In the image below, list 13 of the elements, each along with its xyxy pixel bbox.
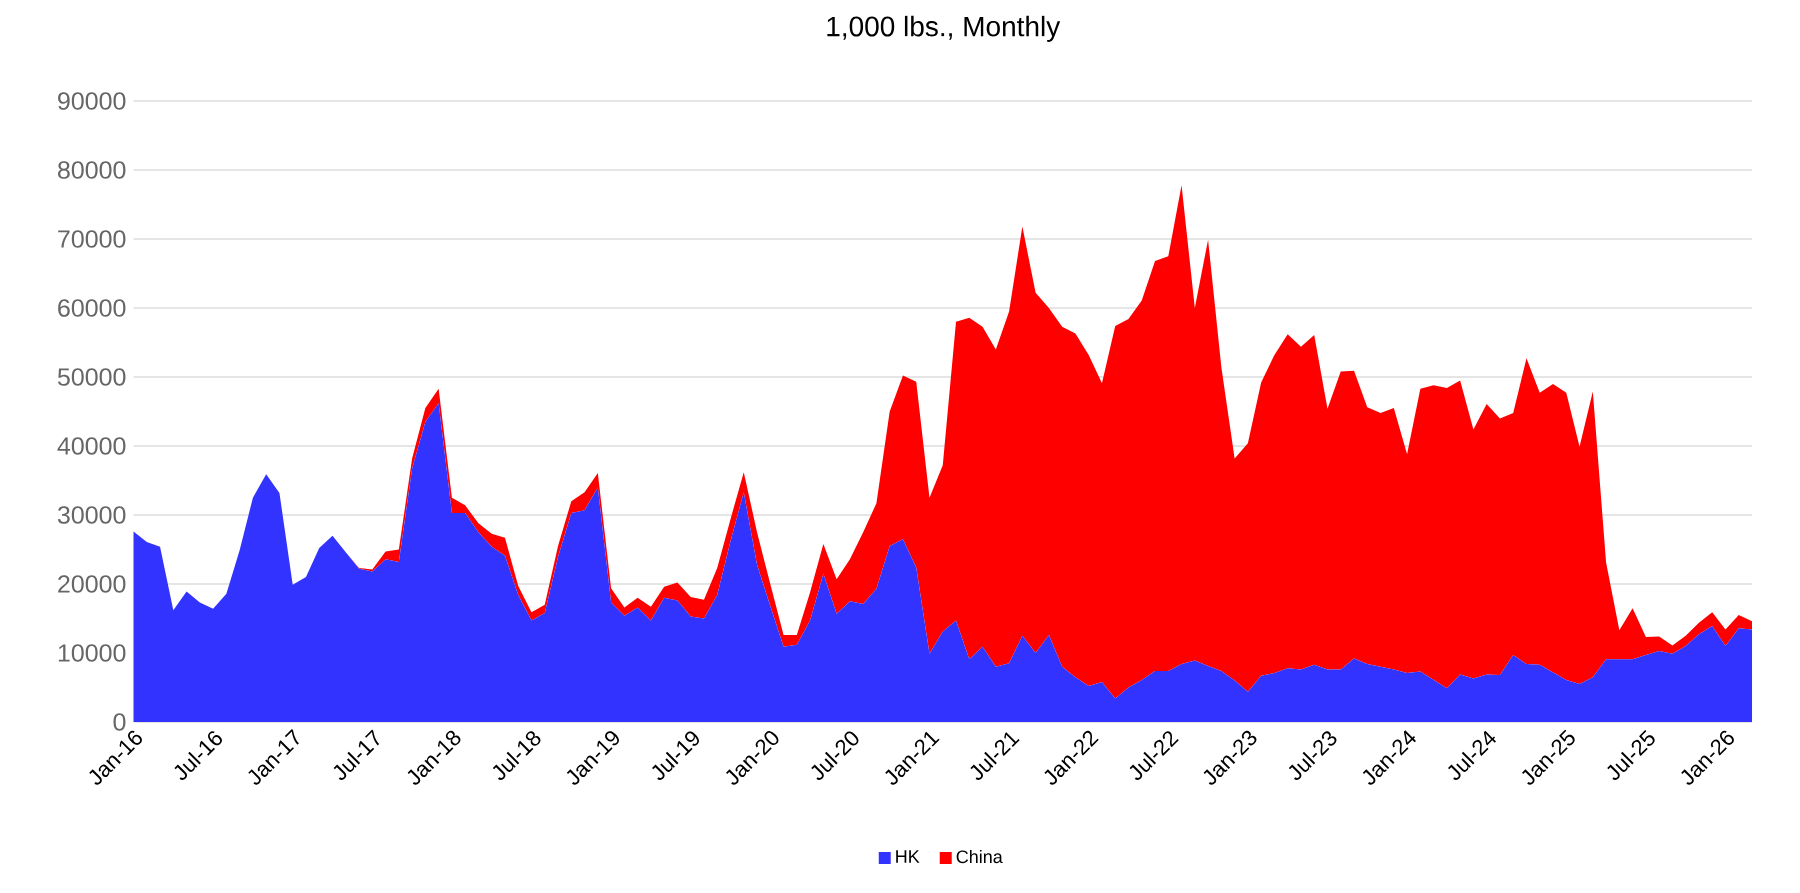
legend-label: HK	[896, 850, 920, 863]
legend-label: China	[956, 849, 1003, 864]
y-tick-label: 50000	[57, 368, 126, 386]
y-tick-label: 70000	[58, 230, 126, 248]
y-tick-label: 60000	[58, 299, 126, 317]
y-tick-label: 20000	[58, 575, 126, 593]
y-tick-label: 40000	[57, 437, 126, 455]
y-tick-label: 90000	[58, 92, 126, 110]
y-tick-label: 80000	[58, 161, 126, 179]
chart-title: 1,000 lbs., Monthly	[827, 15, 1061, 42]
y-tick-label: 30000	[57, 506, 126, 524]
y-tick-label: 10000	[58, 644, 126, 662]
y-tick-label: 0	[113, 713, 126, 731]
